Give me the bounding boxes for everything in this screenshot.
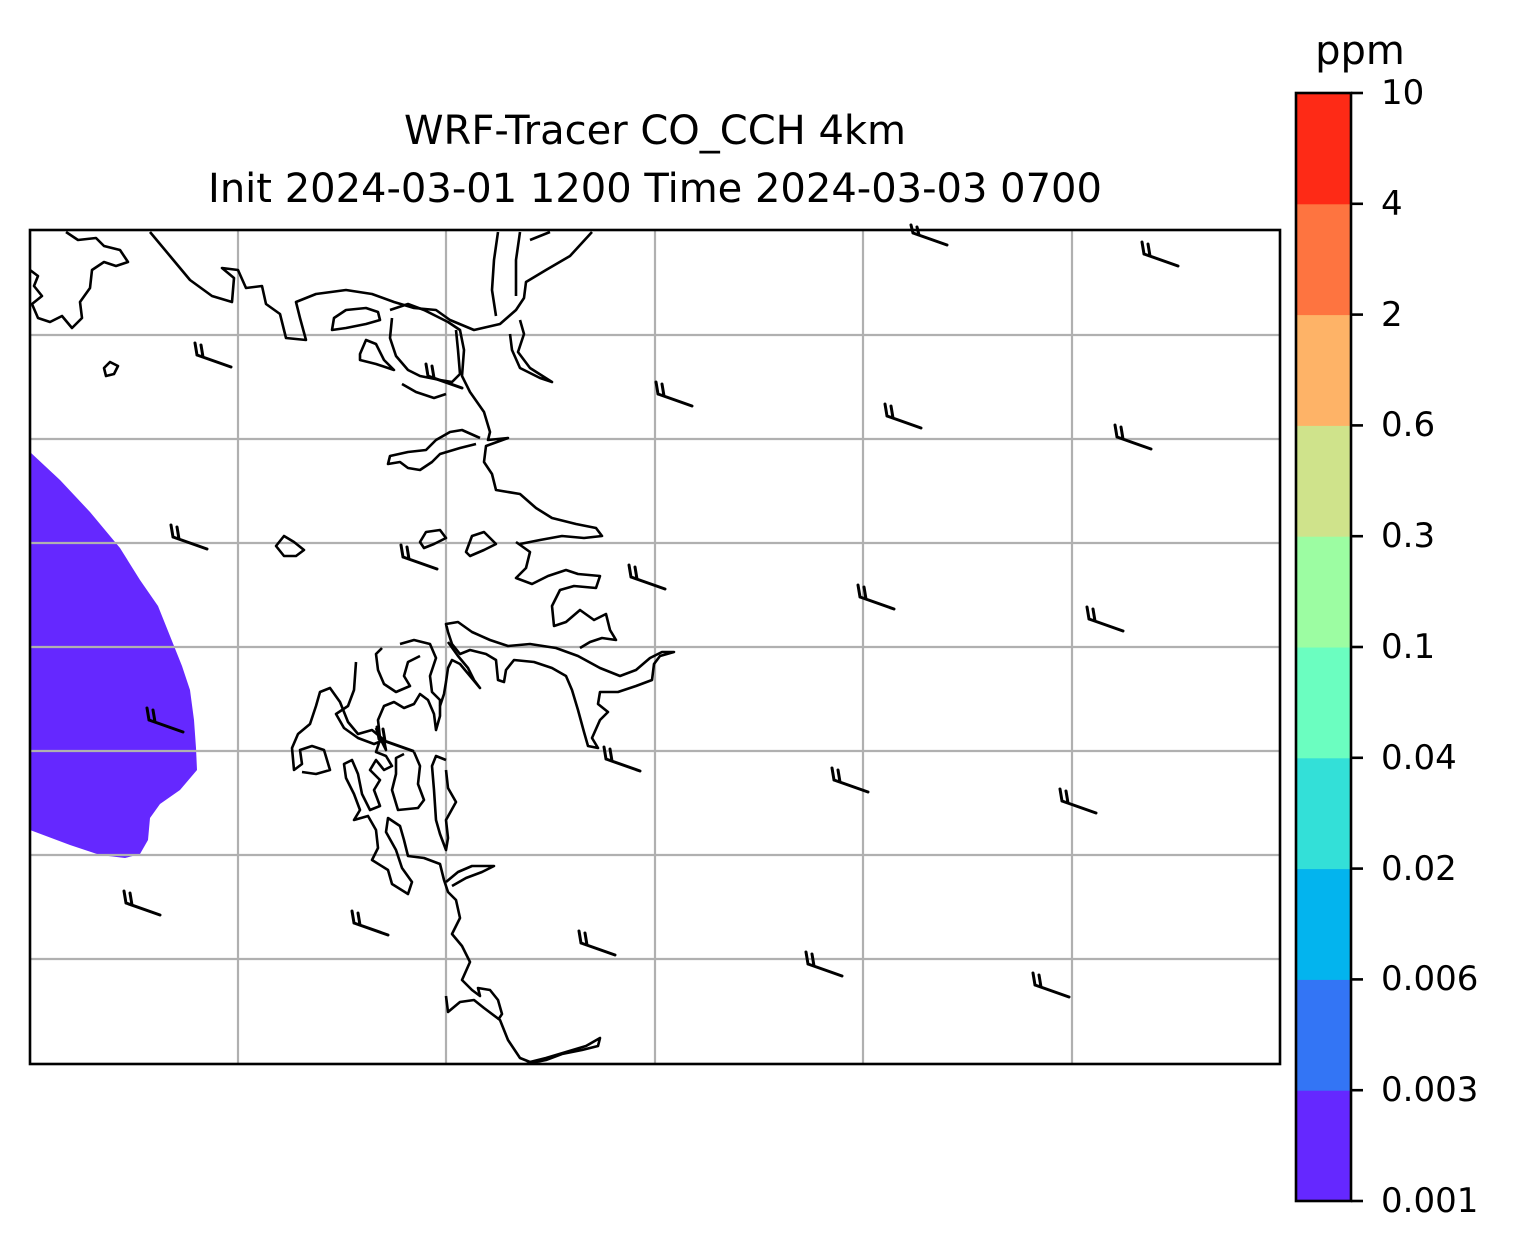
- colorbar-band: [1296, 647, 1351, 759]
- wind-barb: [1031, 971, 1071, 999]
- colorbar-band: [1296, 868, 1351, 980]
- wind-barbs: [122, 223, 1280, 1012]
- wind-barb: [627, 563, 667, 591]
- wind-barb: [909, 223, 949, 247]
- colorbar-tick-label: 0.006: [1381, 959, 1479, 1000]
- colorbar-band: [1296, 203, 1351, 316]
- colorbar-tick-label: 10: [1381, 73, 1425, 113]
- coastline: [30, 230, 676, 1064]
- colorbar-tick-label: 2: [1381, 294, 1403, 335]
- colorbar-tick-label: 0.001: [1381, 1181, 1479, 1221]
- colorbar-band: [1296, 1090, 1351, 1202]
- wind-barb: [602, 745, 642, 773]
- wind-barb: [1264, 994, 1280, 1012]
- colorbar-tick-label: 4: [1381, 183, 1403, 224]
- wind-barb: [830, 766, 870, 794]
- wind-barb: [122, 889, 162, 917]
- colorbar: [1296, 93, 1351, 1202]
- wind-barb: [169, 523, 209, 551]
- wind-barb: [193, 341, 233, 369]
- colorbar-band: [1296, 757, 1351, 870]
- wind-barb: [399, 543, 439, 571]
- wind-barb: [577, 929, 617, 957]
- colorbar-tick-label: 0.02: [1381, 848, 1457, 889]
- colorbar-tick-label: 0.04: [1381, 737, 1457, 778]
- colorbar-unit-label: ppm: [1315, 28, 1405, 74]
- wind-barb: [145, 706, 185, 734]
- wind-barb: [350, 909, 390, 937]
- wind-barb: [375, 725, 415, 753]
- colorbar-tick-label: 0.1: [1381, 627, 1436, 667]
- wind-barb: [1058, 787, 1098, 815]
- colorbar-band: [1296, 425, 1351, 537]
- wind-barb: [883, 402, 923, 430]
- wind-barb: [654, 380, 694, 408]
- colorbar-tick-label: 0.003: [1381, 1070, 1479, 1111]
- colorbar-band: [1296, 979, 1351, 1091]
- wind-barb: [1085, 605, 1125, 633]
- wind-barb: [424, 362, 464, 390]
- map-title-line2: Init 2024-03-01 1200 Time 2024-03-03 070…: [208, 166, 1102, 212]
- map-frame: [28, 228, 1282, 1066]
- wind-barb: [1140, 240, 1180, 268]
- tracer-plume: [30, 452, 197, 858]
- wind-barb: [804, 950, 844, 978]
- colorbar-tick-label: 0.6: [1381, 405, 1436, 446]
- colorbar-band: [1296, 536, 1351, 648]
- wind-barb: [856, 583, 896, 611]
- wind-barb: [1113, 423, 1153, 451]
- colorbar-band: [1296, 93, 1351, 205]
- colorbar-ticks: [1351, 91, 1363, 1203]
- colorbar-band: [1296, 314, 1351, 426]
- map-title-line1: WRF-Tracer CO_CCH 4km: [403, 108, 907, 154]
- colorbar-tick-label: 0.3: [1381, 516, 1436, 557]
- map-gridlines: [30, 230, 1280, 1064]
